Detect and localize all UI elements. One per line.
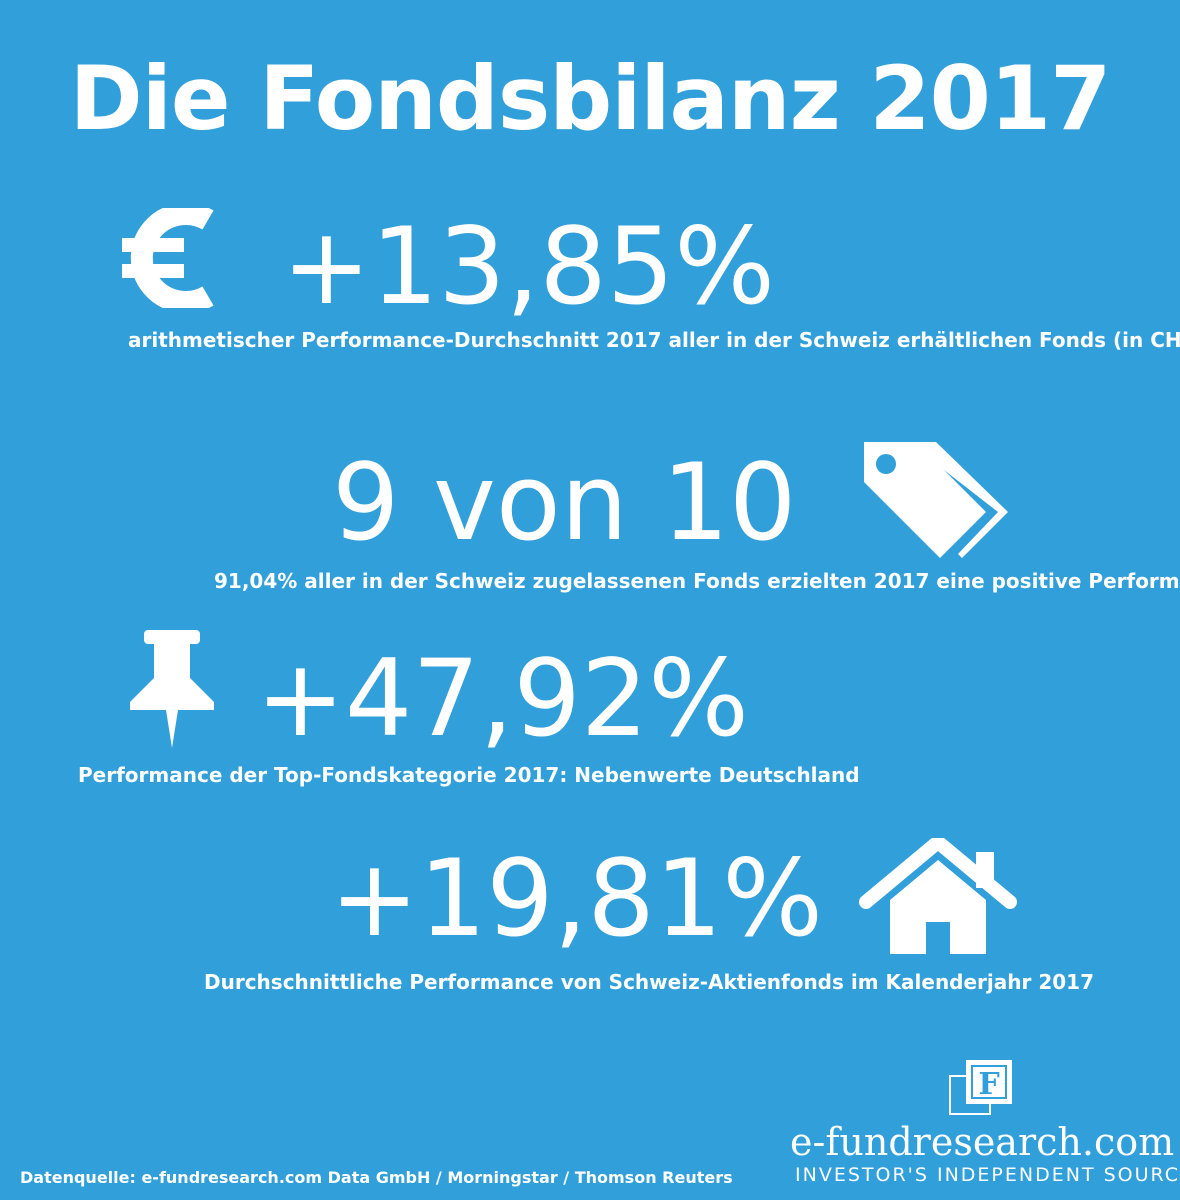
stat-description-3: Performance der Top-Fondskategorie 2017:… (78, 763, 860, 787)
brand-tagline: INVESTOR'S INDEPENDENT SOURCE (795, 1164, 1180, 1186)
stat-description-1: arithmetischer Performance-Durchschnitt … (128, 328, 1180, 352)
stat-value-1: +13,85% (282, 205, 775, 328)
euro-icon (122, 208, 214, 308)
stat-description-2: 91,04% aller in der Schweiz zugelassenen… (214, 569, 1180, 593)
data-source: Datenquelle: e-fundresearch.com Data Gmb… (20, 1168, 733, 1187)
tags-icon (858, 434, 1018, 564)
pushpin-icon (126, 630, 218, 750)
house-icon (858, 838, 1018, 958)
stat-value-3: +47,92% (256, 637, 749, 760)
page-title: Die Fondsbilanz 2017 (69, 47, 1112, 150)
stat-description-4: Durchschnittliche Performance von Schwei… (204, 970, 1094, 994)
stat-value-2: 9 von 10 (332, 441, 797, 564)
e-fundresearch-logo-icon: F (946, 1054, 1026, 1122)
brand-name: e-fundresearch.com (790, 1120, 1175, 1164)
svg-text:F: F (978, 1067, 999, 1102)
stat-value-4: +19,81% (330, 837, 823, 960)
